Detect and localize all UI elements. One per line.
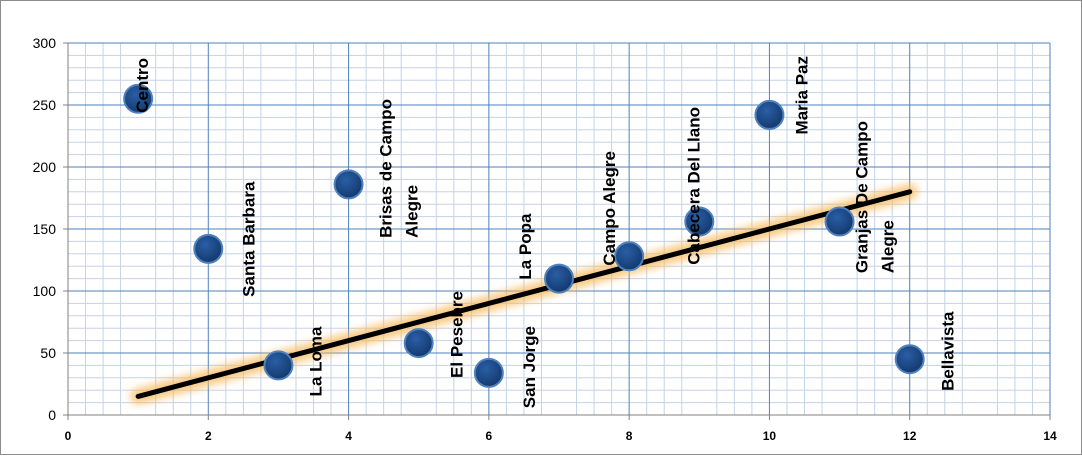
data-label-line: La Loma — [306, 326, 325, 396]
data-label: Santa Barbara — [239, 181, 258, 297]
data-label-line: Brisas de Campo — [377, 99, 396, 238]
x-tick-label: 0 — [65, 429, 72, 443]
data-point — [263, 350, 294, 381]
data-label: Cabecera Del Llano — [684, 107, 703, 265]
data-label: Bellavista — [939, 311, 958, 391]
data-label: Maria Paz — [792, 56, 811, 134]
data-label-line: Alegre — [403, 185, 422, 238]
data-point — [193, 233, 224, 264]
data-label: El Pesebre — [448, 291, 467, 378]
y-tick-label: 0 — [48, 407, 56, 423]
data-point — [473, 357, 504, 388]
data-point — [123, 83, 154, 114]
data-label: Centro — [133, 58, 152, 113]
data-point — [544, 263, 574, 294]
data-label-line: Campo Alegre — [600, 151, 619, 266]
axes: 0 50 100 150 200 250 300 0 2 4 6 8 10 12 14 — [33, 35, 1057, 443]
x-tick-label: 10 — [763, 429, 777, 443]
data-label-line: La Popa — [516, 213, 535, 280]
data-points — [123, 83, 925, 388]
data-point — [894, 344, 925, 375]
data-point — [403, 328, 434, 359]
data-label-line: Santa Barbara — [239, 181, 258, 297]
data-label-line: Bellavista — [939, 311, 958, 391]
grid — [67, 42, 1051, 416]
y-tick-label: 300 — [33, 35, 57, 51]
data-point — [824, 206, 855, 237]
data-point — [614, 241, 645, 272]
data-label: Campo Alegre — [600, 151, 619, 266]
data-point — [754, 99, 785, 130]
data-label-line: Granjas De Campo — [853, 121, 872, 273]
data-label: Granjas De Campo Alegre — [853, 121, 898, 273]
data-label-line: Cabecera Del Llano — [684, 107, 703, 265]
data-labels: Centro Santa Barbara La Loma Brisas de Camp… — [133, 56, 958, 408]
data-point — [684, 206, 715, 237]
y-tick-label: 50 — [40, 345, 56, 361]
x-tick-label: 4 — [345, 429, 352, 443]
x-tick-label: 2 — [205, 429, 212, 443]
y-tick-label: 150 — [33, 221, 57, 237]
data-label: La Popa — [516, 213, 535, 280]
x-tick-label: 8 — [626, 429, 633, 443]
y-tick-label: 250 — [33, 97, 57, 113]
data-label-line: El Pesebre — [448, 291, 467, 378]
data-label-line: Alegre — [879, 220, 898, 273]
data-label: La Loma — [306, 326, 325, 396]
x-tick-label: 6 — [486, 429, 493, 443]
y-tick-label: 200 — [33, 159, 57, 175]
x-tick-label: 12 — [903, 429, 917, 443]
y-tick-label: 100 — [33, 283, 57, 299]
data-label-line: Maria Paz — [792, 56, 811, 134]
x-tick-label: 14 — [1043, 429, 1057, 443]
data-point — [333, 169, 364, 200]
data-label: San Jorge — [520, 326, 539, 408]
data-label: Brisas de Campo Alegre — [377, 99, 422, 238]
data-label-line: San Jorge — [520, 326, 539, 408]
data-label-line: Centro — [133, 58, 152, 113]
